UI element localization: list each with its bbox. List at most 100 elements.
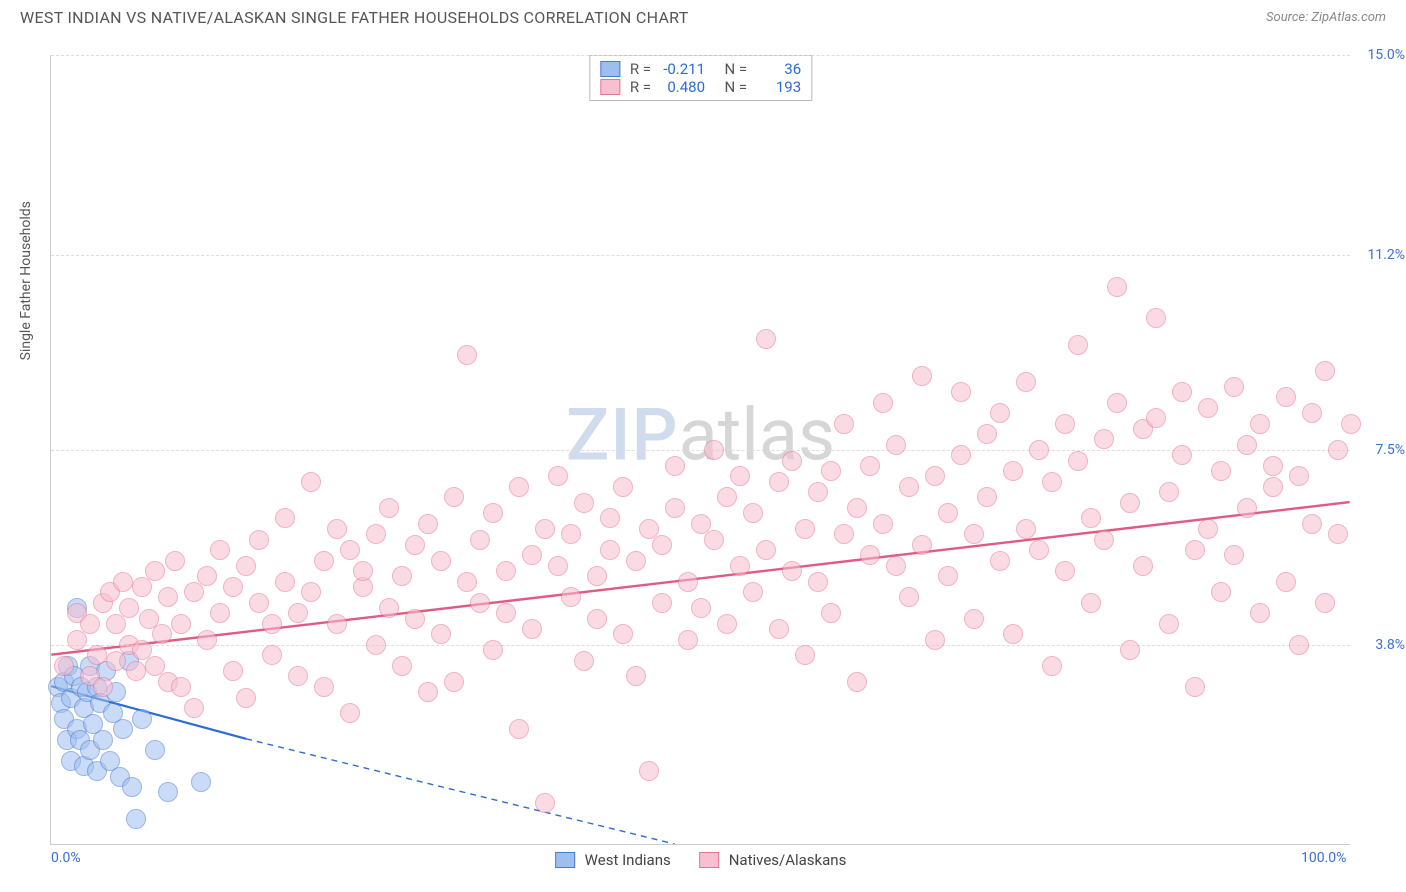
swatch-west-indians (555, 852, 575, 868)
data-point-natives_alaskans (470, 593, 490, 613)
data-point-natives_alaskans (834, 414, 854, 434)
data-point-natives_alaskans (1068, 451, 1088, 471)
data-point-natives_alaskans (678, 630, 698, 650)
data-point-natives_alaskans (899, 477, 919, 497)
data-point-natives_alaskans (314, 677, 334, 697)
data-point-natives_alaskans (548, 466, 568, 486)
header: WEST INDIAN VS NATIVE/ALASKAN SINGLE FAT… (0, 0, 1406, 31)
data-point-natives_alaskans (1211, 582, 1231, 602)
n-label: N = (725, 78, 748, 96)
data-point-natives_alaskans (106, 614, 126, 634)
data-point-natives_alaskans (1107, 393, 1127, 413)
data-point-natives_alaskans (769, 472, 789, 492)
data-point-natives_alaskans (1029, 540, 1049, 560)
data-point-west_indians (93, 730, 113, 750)
data-point-natives_alaskans (210, 603, 230, 623)
data-point-natives_alaskans (184, 582, 204, 602)
data-point-natives_alaskans (925, 466, 945, 486)
data-point-natives_alaskans (1172, 445, 1192, 465)
watermark-atlas: atlas (679, 393, 836, 478)
gridline (51, 645, 1350, 646)
data-point-natives_alaskans (977, 424, 997, 444)
data-point-natives_alaskans (262, 614, 282, 634)
data-point-natives_alaskans (1146, 408, 1166, 428)
data-point-west_indians (122, 777, 142, 797)
data-point-natives_alaskans (1159, 614, 1179, 634)
data-point-natives_alaskans (730, 466, 750, 486)
gridline (51, 55, 1350, 56)
data-point-natives_alaskans (197, 566, 217, 586)
data-point-natives_alaskans (353, 561, 373, 581)
data-point-natives_alaskans (873, 514, 893, 534)
n-value-natives-alaskans: 193 (753, 78, 801, 96)
data-point-natives_alaskans (639, 761, 659, 781)
r-value-west-indians: -0.211 (657, 60, 705, 78)
swatch-natives-alaskans (699, 852, 719, 868)
data-point-natives_alaskans (1289, 466, 1309, 486)
data-point-natives_alaskans (756, 540, 776, 560)
data-point-natives_alaskans (1003, 461, 1023, 481)
data-point-natives_alaskans (1055, 561, 1075, 581)
data-point-natives_alaskans (483, 503, 503, 523)
data-point-natives_alaskans (184, 698, 204, 718)
data-point-natives_alaskans (197, 630, 217, 650)
data-point-natives_alaskans (80, 614, 100, 634)
data-point-natives_alaskans (1289, 635, 1309, 655)
legend: West Indians Natives/Alaskans (555, 851, 847, 869)
chart-title: WEST INDIAN VS NATIVE/ALASKAN SINGLE FAT… (20, 8, 689, 27)
data-point-natives_alaskans (1185, 677, 1205, 697)
n-label: N = (725, 60, 748, 78)
data-point-natives_alaskans (444, 487, 464, 507)
data-point-natives_alaskans (119, 598, 139, 618)
data-point-natives_alaskans (626, 666, 646, 686)
data-point-natives_alaskans (1016, 372, 1036, 392)
data-point-natives_alaskans (600, 540, 620, 560)
data-point-natives_alaskans (275, 508, 295, 528)
data-point-natives_alaskans (626, 551, 646, 571)
data-point-natives_alaskans (1276, 572, 1296, 592)
stats-row-west-indians: R = -0.211 N = 36 (600, 60, 801, 78)
data-point-natives_alaskans (652, 593, 672, 613)
data-point-natives_alaskans (847, 498, 867, 518)
data-point-natives_alaskans (210, 540, 230, 560)
data-point-natives_alaskans (366, 524, 386, 544)
data-point-natives_alaskans (522, 545, 542, 565)
data-point-natives_alaskans (1042, 472, 1062, 492)
data-point-natives_alaskans (165, 551, 185, 571)
data-point-natives_alaskans (1302, 514, 1322, 534)
data-point-natives_alaskans (912, 366, 932, 386)
data-point-natives_alaskans (535, 793, 555, 813)
data-point-natives_alaskans (704, 530, 724, 550)
data-point-natives_alaskans (1250, 603, 1270, 623)
data-point-natives_alaskans (483, 640, 503, 660)
watermark-zip: ZIP (566, 393, 679, 478)
data-point-natives_alaskans (106, 651, 126, 671)
data-point-natives_alaskans (327, 519, 347, 539)
y-tick-label: 7.5% (1355, 442, 1405, 458)
data-point-natives_alaskans (87, 645, 107, 665)
data-point-natives_alaskans (925, 630, 945, 650)
data-point-natives_alaskans (113, 572, 133, 592)
data-point-natives_alaskans (509, 477, 529, 497)
data-point-natives_alaskans (1159, 482, 1179, 502)
n-value-west-indians: 36 (753, 60, 801, 78)
data-point-natives_alaskans (665, 498, 685, 518)
data-point-natives_alaskans (392, 656, 412, 676)
data-point-west_indians (132, 709, 152, 729)
data-point-natives_alaskans (249, 593, 269, 613)
data-point-natives_alaskans (873, 393, 893, 413)
data-point-natives_alaskans (587, 566, 607, 586)
data-point-natives_alaskans (340, 540, 360, 560)
data-point-natives_alaskans (821, 461, 841, 481)
data-point-natives_alaskans (288, 666, 308, 686)
data-point-natives_alaskans (288, 603, 308, 623)
data-point-natives_alaskans (964, 524, 984, 544)
y-tick-label: 11.2% (1355, 247, 1405, 263)
data-point-natives_alaskans (262, 645, 282, 665)
data-point-natives_alaskans (535, 519, 555, 539)
data-point-natives_alaskans (236, 556, 256, 576)
data-point-natives_alaskans (392, 566, 412, 586)
data-point-natives_alaskans (1328, 440, 1348, 460)
data-point-natives_alaskans (54, 656, 74, 676)
data-point-west_indians (113, 719, 133, 739)
